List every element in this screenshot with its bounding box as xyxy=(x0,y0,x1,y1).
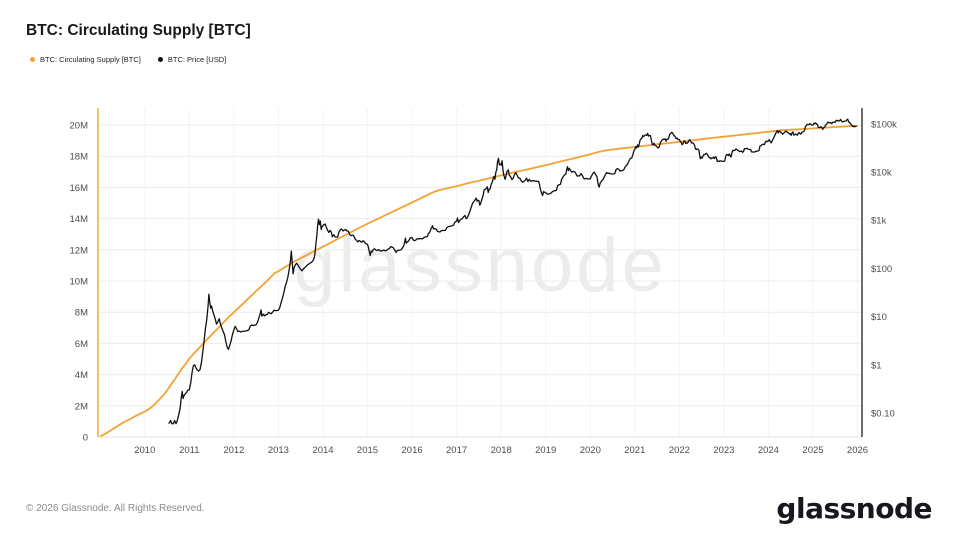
glassnode-logo[interactable]: glassnode xyxy=(776,492,932,525)
x-tick-label: 2024 xyxy=(758,445,779,456)
legend-item[interactable]: BTC: Circulating Supply [BTC] xyxy=(30,55,141,64)
right-tick-label: $100k xyxy=(871,119,897,130)
chart-title: BTC: Circulating Supply [BTC] xyxy=(26,22,251,40)
x-tick-label: 2020 xyxy=(580,445,601,456)
x-tick-label: 2026 xyxy=(847,445,868,456)
x-tick-label: 2013 xyxy=(268,445,289,456)
watermark: glassnode xyxy=(293,223,667,308)
x-tick-label: 2023 xyxy=(713,445,734,456)
left-tick-label: 16M xyxy=(70,183,89,194)
left-tick-label: 18M xyxy=(70,152,89,163)
x-tick-label: 2016 xyxy=(402,445,423,456)
right-tick-label: $10k xyxy=(871,168,892,179)
legend-marker-icon xyxy=(30,57,35,62)
left-axis-labels: 0 2M 4M 6M 8M 10M 12M 14M 16M 18M 20M xyxy=(70,121,89,444)
supply-series-line xyxy=(99,124,858,438)
x-tick-label: 2019 xyxy=(535,445,556,456)
x-tick-label: 2021 xyxy=(624,445,645,456)
x-tick-label: 2022 xyxy=(669,445,690,456)
x-tick-label: 2025 xyxy=(802,445,823,456)
right-tick-label: $100 xyxy=(871,264,892,275)
left-tick-label: 8M xyxy=(75,308,88,319)
copyright-text: © 2026 Glassnode. All Rights Reserved. xyxy=(26,503,205,514)
left-tick-label: 2M xyxy=(75,401,88,412)
left-tick-label: 0 xyxy=(83,433,88,444)
x-tick-label: 2018 xyxy=(491,445,512,456)
left-tick-label: 14M xyxy=(70,214,89,225)
price-series-line xyxy=(168,118,857,425)
chart-legend: BTC: Circulating Supply [BTC] BTC: Price … xyxy=(30,55,226,64)
x-tick-label: 2014 xyxy=(312,445,333,456)
left-tick-label: 20M xyxy=(70,121,89,132)
vertical-gridlines xyxy=(144,108,859,437)
right-tick-label: $0.10 xyxy=(871,409,895,420)
x-axis-labels: 2010 2011 2012 2013 2014 2015 2016 2017 2018 2019… xyxy=(134,445,868,456)
x-tick-label: 2012 xyxy=(223,445,244,456)
legend-label: BTC: Circulating Supply [BTC] xyxy=(40,55,141,64)
legend-label: BTC: Price [USD] xyxy=(167,55,227,64)
legend-item[interactable]: BTC: Price [USD] xyxy=(157,55,227,64)
left-tick-label: 10M xyxy=(70,277,89,288)
right-axis-labels: $0.10 $1 $10 $100 $1k $10k $100k xyxy=(871,119,897,419)
horizontal-gridlines xyxy=(98,124,862,407)
left-tick-label: 4M xyxy=(75,370,88,381)
left-tick-label: 12M xyxy=(70,245,89,256)
right-tick-label: $1k xyxy=(871,216,887,227)
x-tick-label: 2015 xyxy=(357,445,378,456)
left-tick-label: 6M xyxy=(75,339,88,350)
right-tick-label: $1 xyxy=(871,360,882,371)
x-tick-label: 2011 xyxy=(179,445,199,456)
x-tick-label: 2017 xyxy=(446,445,467,456)
x-tick-label: 2010 xyxy=(134,445,155,456)
legend-marker-icon xyxy=(157,57,163,62)
right-tick-label: $10 xyxy=(871,312,887,323)
